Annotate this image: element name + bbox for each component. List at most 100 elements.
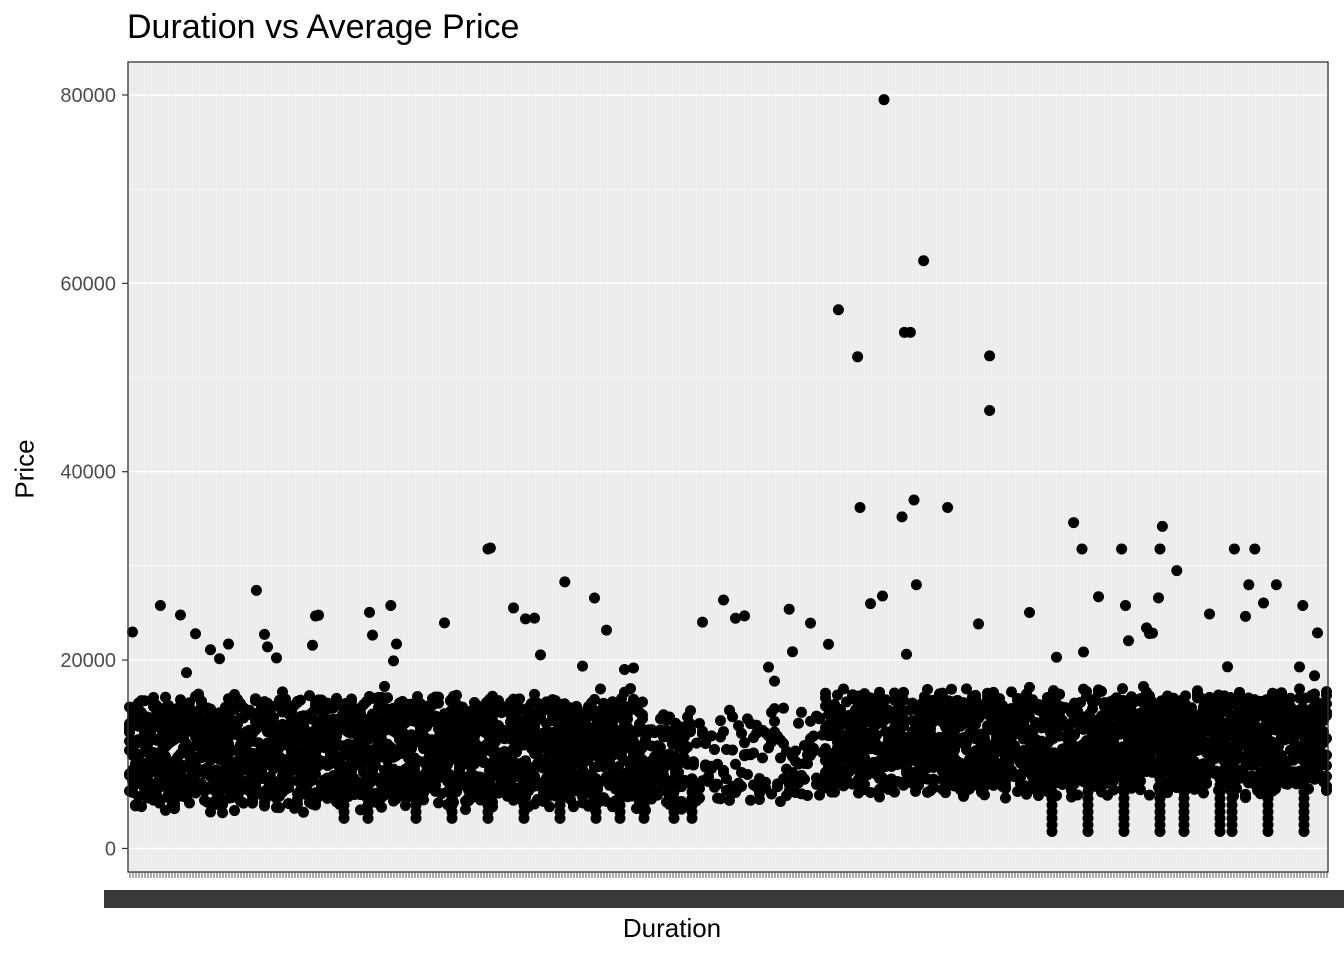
data-point: [787, 646, 798, 658]
data-point: [1321, 749, 1332, 761]
data-point: [715, 715, 726, 727]
data-point: [937, 687, 948, 699]
data-point-outlier: [908, 494, 920, 506]
data-point: [614, 773, 626, 785]
data-point-outlier: [984, 404, 996, 416]
data-point-outlier: [154, 599, 166, 611]
data-point: [706, 730, 717, 742]
data-point: [331, 692, 342, 704]
data-point: [715, 793, 726, 805]
y-tick-label: 0: [105, 838, 116, 860]
data-point: [1120, 599, 1131, 611]
data-point: [1082, 773, 1094, 785]
data-point: [1312, 627, 1323, 639]
data-point: [328, 702, 339, 714]
data-point: [1214, 773, 1226, 785]
data-point: [937, 773, 948, 785]
data-point: [880, 694, 891, 706]
data-point: [1198, 787, 1209, 799]
data-point: [1000, 792, 1011, 804]
data-point: [331, 730, 342, 742]
data-point: [874, 686, 885, 698]
data-point: [1240, 791, 1251, 803]
data-point: [979, 789, 990, 801]
data-point: [730, 612, 741, 624]
data-point: [1072, 789, 1083, 801]
data-point: [1298, 773, 1310, 785]
data-point: [451, 689, 462, 701]
data-point: [446, 773, 458, 785]
data-point: [739, 737, 750, 749]
data-point: [685, 726, 696, 738]
data-point: [829, 786, 840, 798]
data-point: [175, 609, 186, 621]
data-point: [808, 745, 819, 757]
data-point-outlier: [1156, 520, 1168, 532]
data-point: [964, 783, 975, 795]
data-point: [769, 675, 780, 687]
data-point: [589, 693, 600, 705]
data-point: [925, 727, 936, 739]
data-point: [760, 776, 771, 788]
data-point: [292, 798, 303, 810]
data-point: [736, 780, 747, 792]
data-point-outlier: [1076, 543, 1088, 555]
data-point: [518, 773, 530, 785]
data-point: [1321, 732, 1332, 744]
data-point: [262, 641, 273, 653]
data-point: [1321, 710, 1332, 722]
data-point: [1054, 688, 1065, 700]
data-point: [940, 787, 951, 799]
data-point: [697, 616, 708, 628]
data-point: [668, 773, 680, 785]
data-point: [1046, 773, 1058, 785]
data-point: [757, 752, 768, 764]
data-point: [223, 638, 234, 650]
data-point-outlier: [904, 326, 916, 338]
y-tick-label: 40000: [60, 462, 116, 484]
data-point: [970, 693, 981, 705]
data-point: [796, 706, 807, 718]
data-point: [691, 737, 702, 749]
data-point: [637, 713, 648, 725]
data-point: [1321, 784, 1332, 796]
data-point: [338, 773, 350, 785]
data-point: [802, 790, 813, 802]
data-point: [727, 744, 738, 756]
data-point-outlier: [1297, 599, 1309, 611]
data-point: [1309, 670, 1320, 682]
data-point: [508, 602, 519, 614]
data-point: [1093, 591, 1104, 603]
data-point-outlier: [852, 351, 864, 363]
data-point: [688, 759, 699, 771]
data-point: [928, 773, 939, 785]
data-point: [136, 801, 147, 813]
y-tick-label: 60000: [60, 273, 116, 295]
data-point-outlier: [1228, 543, 1240, 555]
data-point: [307, 639, 318, 651]
data-point-outlier: [484, 542, 496, 554]
data-point: [1123, 635, 1134, 647]
data-point: [823, 638, 834, 650]
data-point: [1222, 661, 1233, 673]
data-point: [283, 782, 294, 794]
data-point: [379, 680, 390, 692]
data-point: [142, 739, 153, 751]
data-point: [217, 807, 228, 819]
data-point: [460, 803, 471, 815]
data-point: [724, 794, 735, 806]
y-tick-label: 80000: [60, 85, 116, 107]
data-point: [1024, 607, 1035, 619]
data-point: [259, 628, 270, 640]
data-point: [922, 683, 933, 695]
data-point-outlier: [1154, 543, 1166, 555]
data-point: [1294, 683, 1305, 695]
data-point: [439, 617, 450, 629]
data-point: [139, 695, 150, 707]
data-point: [214, 653, 225, 665]
data-point: [865, 787, 876, 799]
data-point: [493, 787, 504, 799]
data-point: [607, 719, 618, 731]
data-point: [1204, 608, 1215, 620]
